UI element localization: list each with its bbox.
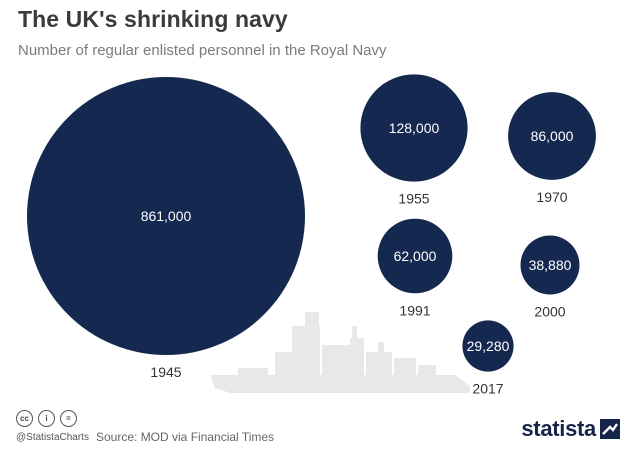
statista-logo-icon [600,419,620,439]
value-label-1945: 861,000 [141,208,192,224]
chart-subtitle: Number of regular enlisted personnel in … [18,42,387,59]
bubble-1991 [377,218,453,294]
value-label-1991: 62,000 [394,248,437,264]
source-text: Source: MOD via Financial Times [96,430,275,444]
year-label-2017: 2017 [472,381,503,397]
statista-wordmark: statista [521,416,596,441]
value-label-2017: 29,280 [467,338,510,354]
equals-icon: = [60,410,77,427]
bubble-1970 [508,92,596,180]
bubble-2000 [520,235,580,295]
bubble-1945 [27,77,305,355]
statista-logo[interactable]: statista [521,416,620,442]
chart-title: The UK's shrinking navy [18,6,288,32]
value-label-2000: 38,880 [529,257,572,273]
footer-left: cc i = @StatistaCharts Source: MOD via F… [16,410,276,446]
bubble-1955 [360,74,468,182]
cc-icon: cc [16,410,33,427]
ship-silhouette [210,312,470,393]
value-label-1970: 86,000 [531,128,574,144]
year-label-1945: 1945 [150,364,181,380]
year-label-1955: 1955 [398,191,429,207]
year-label-2000: 2000 [534,304,565,320]
attribution-icon: i [38,410,55,427]
year-label-1970: 1970 [536,189,567,205]
statista-handle: @StatistaCharts [16,432,89,443]
value-label-1955: 128,000 [389,120,440,136]
year-label-1991: 1991 [399,302,430,318]
bubble-2017 [462,320,514,372]
